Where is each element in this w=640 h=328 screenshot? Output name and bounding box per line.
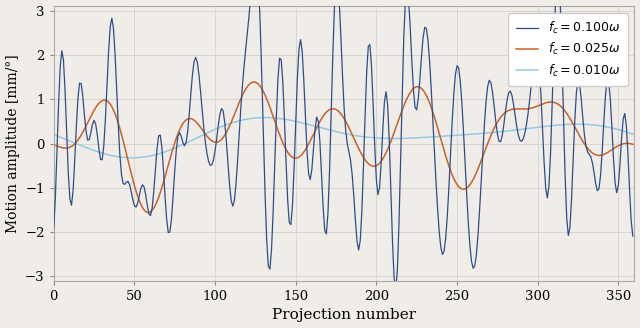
$f_c=0.025\omega$: [50, 143, 58, 147]
$f_c=0.100\omega$: [223, 139, 230, 143]
$f_c=0.010\omega$: [307, 123, 314, 127]
$f_c=0.025\omega$: [243, 85, 251, 89]
$f_c=0.025\omega$: [629, 142, 637, 146]
$f_c=0.100\omega$: [629, 234, 637, 238]
$f_c=0.025\omega$: [250, 80, 258, 84]
$f_c=0.025\omega$: [224, 127, 232, 131]
$f_c=0.100\omega$: [242, 48, 250, 52]
$f_c=0.100\omega$: [50, 226, 58, 230]
X-axis label: Projection number: Projection number: [272, 308, 416, 322]
$f_c=0.010\omega$: [129, 156, 137, 160]
Line: $f_c=0.010\omega$: $f_c=0.010\omega$: [54, 117, 633, 158]
$f_c=0.100\omega$: [305, 172, 312, 176]
Line: $f_c=0.025\omega$: $f_c=0.025\omega$: [54, 82, 633, 213]
$f_c=0.010\omega$: [50, 133, 58, 137]
$f_c=0.010\omega$: [224, 122, 232, 126]
$f_c=0.010\omega$: [261, 115, 269, 119]
$f_c=0.010\omega$: [121, 155, 129, 159]
Legend: $f_c=0.100\omega$, $f_c=0.025\omega$, $f_c=0.010\omega$: $f_c=0.100\omega$, $f_c=0.025\omega$, $f…: [508, 13, 628, 86]
$f_c=0.025\omega$: [121, 145, 129, 149]
Y-axis label: Motion amplitude [mm/°]: Motion amplitude [mm/°]: [6, 54, 20, 233]
$f_c=0.025\omega$: [145, 211, 153, 215]
$f_c=0.010\omega$: [243, 117, 251, 121]
$f_c=0.100\omega$: [600, 120, 607, 124]
$f_c=0.100\omega$: [392, 287, 399, 291]
$f_c=0.025\omega$: [600, 153, 607, 156]
$f_c=0.010\omega$: [629, 132, 637, 136]
$f_c=0.010\omega$: [253, 116, 261, 120]
Line: $f_c=0.100\omega$: $f_c=0.100\omega$: [54, 0, 633, 289]
$f_c=0.025\omega$: [307, 139, 314, 143]
$f_c=0.025\omega$: [255, 82, 262, 86]
$f_c=0.100\omega$: [121, 182, 129, 186]
$f_c=0.010\omega$: [600, 124, 607, 128]
